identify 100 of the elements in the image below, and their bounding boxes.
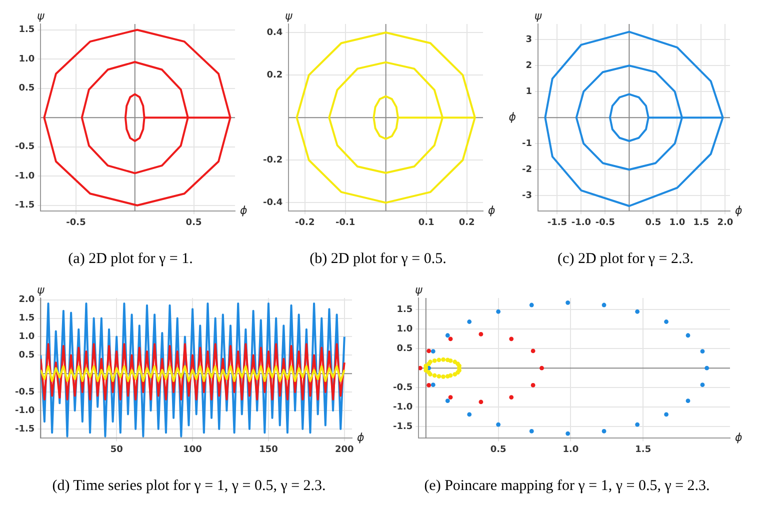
point (445, 358, 450, 362)
y-tick-label: 1 (526, 86, 532, 97)
x-tick-label: 1.0 (669, 218, 686, 228)
point (700, 382, 705, 388)
text: (a) 2D plot for γ = 1. (68, 251, 193, 268)
point (566, 431, 570, 436)
y-tick-label: -3 (522, 190, 532, 201)
y-tick-label: -0.2 (262, 155, 282, 166)
point (430, 382, 436, 388)
x-tick-label: -0.2 (294, 218, 314, 228)
point (430, 349, 436, 354)
y-tick-label: -1.5 (392, 422, 413, 432)
y-tick-label: -1.5 (14, 200, 35, 211)
point (432, 373, 437, 378)
point (426, 348, 432, 354)
point (602, 428, 606, 434)
x-tick-label: 0.2 (458, 218, 474, 228)
x-axis-title: ϕ (488, 204, 495, 218)
x-tick-label: 0.5 (490, 444, 506, 455)
y-tick-label: -1.5 (14, 424, 35, 434)
y-tick-label: -0.5 (14, 142, 35, 152)
x-tick-label: 0.5 (645, 218, 662, 228)
point (529, 428, 534, 434)
y-tick-label: 1.0 (18, 332, 35, 342)
x-axis-title: ϕ (735, 431, 742, 444)
point (566, 300, 570, 305)
point (664, 320, 668, 324)
y-tick-label: 1.0 (18, 54, 35, 64)
point (509, 336, 514, 342)
y-axis-title: ψ (37, 283, 46, 296)
point (436, 374, 442, 378)
y-tick-label: -0.5 (14, 387, 35, 398)
y-tick-label: -1.0 (392, 402, 413, 412)
y-tick-label: 1.0 (396, 324, 413, 334)
point (418, 366, 422, 370)
point (664, 412, 668, 417)
point (530, 383, 536, 388)
point (448, 373, 453, 378)
x-axis-title: ϕ (240, 204, 248, 218)
point (452, 360, 458, 364)
y-tick-label: 3 (526, 34, 532, 45)
y-tick-label: 0.2 (266, 70, 282, 80)
point (529, 302, 534, 308)
point (478, 400, 484, 404)
point (686, 398, 690, 404)
y-axis-title: ψ (37, 9, 46, 22)
y-tick-label: 0.5 (18, 350, 35, 361)
x-axis-title: ϕ (735, 204, 742, 218)
x-tick-label: -1.5 (547, 218, 568, 228)
point (602, 302, 606, 308)
x-tick-label: -0.5 (66, 218, 86, 228)
y-axis-title: ψ (284, 9, 293, 22)
point (635, 422, 640, 427)
point (635, 309, 640, 314)
y-tick-label: 0.4 (266, 28, 282, 38)
point (441, 357, 446, 362)
text: (d) Time series plot for γ = 1, γ = 0.5, γ = 2.3. (52, 478, 326, 495)
point (441, 374, 446, 379)
text: ϕ (508, 110, 516, 124)
y-tick-label: 2.0 (18, 295, 35, 306)
point (496, 422, 501, 427)
point (445, 398, 450, 404)
point (700, 349, 705, 354)
y-tick-label: -0.5 (392, 382, 413, 393)
y-tick-label: -2 (522, 164, 532, 175)
x-tick-label: 50 (110, 444, 123, 455)
y-tick-label: 0.5 (396, 344, 413, 354)
y-tick-label: 1.5 (18, 25, 35, 36)
x-tick-label: -1.0 (571, 218, 592, 228)
y-tick-label: 1.5 (396, 305, 413, 316)
y-tick-label: -1.0 (14, 406, 35, 416)
x-tick-label: 0.5 (186, 218, 202, 228)
y-tick-label: 0.5 (18, 84, 35, 94)
x-tick-label: -0.1 (335, 218, 355, 228)
y-axis-title: ψ (534, 9, 542, 22)
point (467, 412, 472, 417)
text: (e) Poincare mapping for γ = 1, γ = 0.5, γ = 2.3. (424, 478, 710, 495)
x-tick-label: 200 (335, 444, 354, 455)
point (540, 366, 544, 370)
y-tick-label: -1.0 (14, 171, 35, 182)
text: (b) 2D plot for γ = 0.5. (310, 251, 446, 268)
x-tick-label: 150 (259, 444, 278, 455)
y-tick-label: -0.4 (262, 198, 282, 208)
point (432, 358, 437, 363)
point (426, 383, 432, 388)
x-tick-label: 1.0 (562, 444, 579, 455)
point (530, 348, 536, 354)
point (496, 309, 501, 314)
x-tick-label: 1.5 (635, 444, 652, 455)
y-axis-title: ψ (415, 283, 424, 296)
point (448, 336, 453, 342)
y-tick-label: -1 (522, 138, 532, 149)
point (509, 395, 514, 400)
point (436, 358, 442, 362)
y-tick-label: 2 (526, 60, 532, 71)
point (478, 332, 484, 336)
point (467, 320, 472, 324)
x-tick-label: -0.5 (595, 218, 616, 228)
x-tick-label: 0.1 (418, 218, 434, 228)
point (686, 333, 690, 338)
